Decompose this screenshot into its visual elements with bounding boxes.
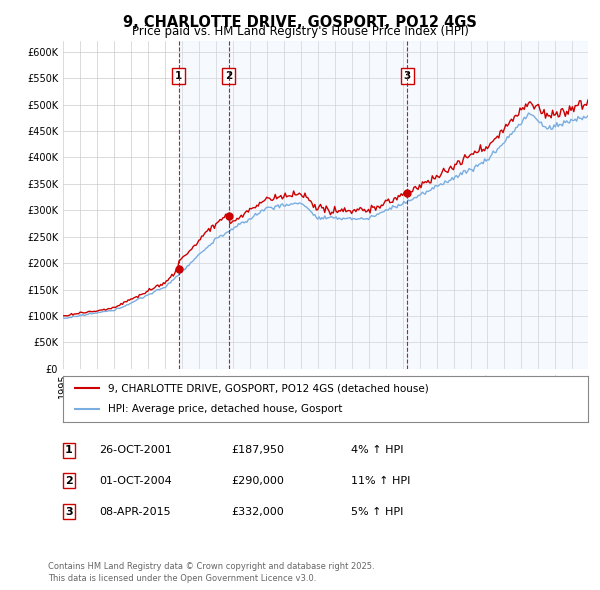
Text: 4% ↑ HPI: 4% ↑ HPI — [351, 445, 404, 455]
Text: £290,000: £290,000 — [231, 476, 284, 486]
Text: 9, CHARLOTTE DRIVE, GOSPORT, PO12 4GS: 9, CHARLOTTE DRIVE, GOSPORT, PO12 4GS — [123, 15, 477, 30]
Text: Price paid vs. HM Land Registry's House Price Index (HPI): Price paid vs. HM Land Registry's House … — [131, 25, 469, 38]
Text: 08-APR-2015: 08-APR-2015 — [99, 507, 170, 516]
Text: 2: 2 — [225, 71, 232, 81]
Text: 5% ↑ HPI: 5% ↑ HPI — [351, 507, 403, 516]
Text: 3: 3 — [65, 507, 73, 516]
Bar — [407, 41, 588, 369]
Text: This data is licensed under the Open Government Licence v3.0.: This data is licensed under the Open Gov… — [48, 574, 316, 583]
Text: 1: 1 — [65, 445, 73, 455]
Text: 11% ↑ HPI: 11% ↑ HPI — [351, 476, 410, 486]
Text: £332,000: £332,000 — [231, 507, 284, 516]
Text: HPI: Average price, detached house, Gosport: HPI: Average price, detached house, Gosp… — [107, 404, 342, 414]
Text: Contains HM Land Registry data © Crown copyright and database right 2025.: Contains HM Land Registry data © Crown c… — [48, 562, 374, 571]
Text: 26-OCT-2001: 26-OCT-2001 — [99, 445, 172, 455]
Text: 3: 3 — [404, 71, 411, 81]
Text: 1: 1 — [175, 71, 182, 81]
Text: 2: 2 — [65, 476, 73, 486]
Bar — [179, 41, 229, 369]
Text: 01-OCT-2004: 01-OCT-2004 — [99, 476, 172, 486]
Text: 9, CHARLOTTE DRIVE, GOSPORT, PO12 4GS (detached house): 9, CHARLOTTE DRIVE, GOSPORT, PO12 4GS (d… — [107, 384, 428, 394]
Bar — [229, 41, 407, 369]
Text: £187,950: £187,950 — [231, 445, 284, 455]
